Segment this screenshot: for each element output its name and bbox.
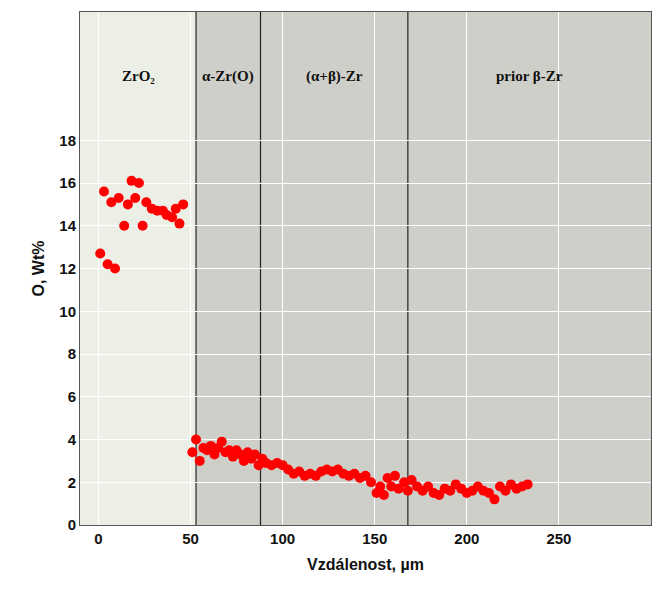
svg-text:50: 50 <box>182 530 199 547</box>
svg-text:0: 0 <box>94 530 102 547</box>
svg-text:250: 250 <box>546 530 571 547</box>
svg-text:14: 14 <box>59 217 76 234</box>
svg-text:Vzdálenost, µm: Vzdálenost, µm <box>307 556 424 573</box>
svg-text:(α+β)-Zr: (α+β)-Zr <box>306 68 363 85</box>
svg-text:8: 8 <box>68 345 76 362</box>
svg-text:10: 10 <box>59 303 76 320</box>
svg-text:2: 2 <box>68 474 76 491</box>
svg-text:4: 4 <box>68 431 77 448</box>
svg-text:ZrO₂: ZrO₂ <box>122 68 155 84</box>
svg-text:6: 6 <box>68 388 76 405</box>
svg-text:0: 0 <box>68 516 76 533</box>
svg-text:α-Zr(O): α-Zr(O) <box>202 68 254 85</box>
svg-text:prior β-Zr: prior β-Zr <box>496 68 563 84</box>
svg-text:150: 150 <box>362 530 387 547</box>
svg-text:O, Wt%: O, Wt% <box>30 241 47 297</box>
svg-text:16: 16 <box>59 174 76 191</box>
svg-text:18: 18 <box>59 132 76 149</box>
svg-text:200: 200 <box>454 530 479 547</box>
svg-text:100: 100 <box>270 530 295 547</box>
svg-text:12: 12 <box>59 260 76 277</box>
